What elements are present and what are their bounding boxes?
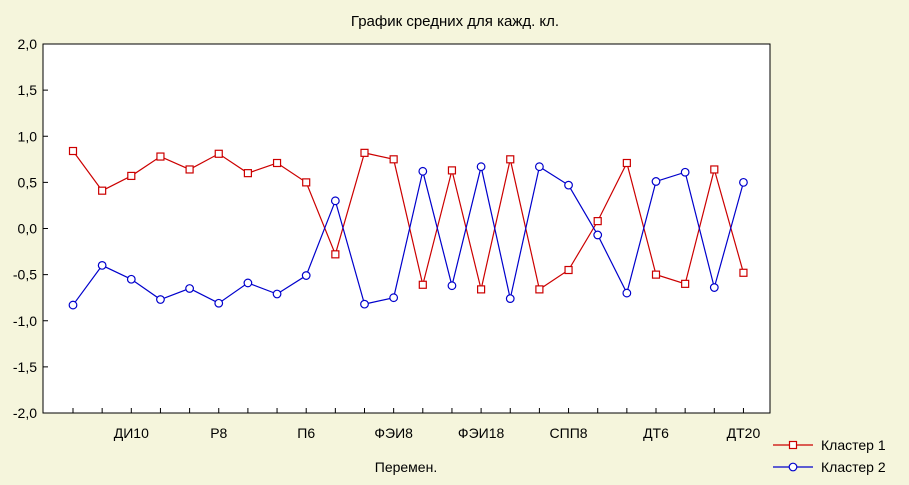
y-tick-label: 0,0: [18, 221, 38, 237]
x-axis: ДИ10 Р8 П6 ФЭИ8 ФЭИ18 СПП8 ДТ6 ДТ20: [72, 408, 761, 441]
legend-marker: [788, 462, 798, 472]
data-point: [360, 148, 369, 157]
data-point: [535, 285, 544, 294]
data-point: [593, 230, 603, 240]
data-point: [97, 261, 107, 270]
series-2: [68, 162, 748, 310]
legend-marker: [788, 440, 798, 450]
data-point: [68, 300, 78, 310]
data-point: [710, 165, 719, 174]
data-point: [418, 280, 427, 289]
data-point: [185, 165, 194, 174]
data-point: [476, 162, 486, 172]
chart-title: График средних для кажд. кл.: [351, 13, 559, 30]
y-tick-label: 2,0: [18, 36, 38, 52]
data-point: [272, 158, 282, 168]
data-point: [185, 284, 195, 293]
data-point: [681, 279, 690, 288]
data-point: [564, 265, 573, 275]
y-tick-label: 1,0: [18, 128, 38, 144]
y-tick-label: -0,5: [13, 267, 37, 283]
series-group: [68, 146, 748, 310]
data-point: [156, 295, 165, 304]
data-point: [564, 180, 573, 190]
data-point: [477, 285, 486, 294]
data-point: [447, 166, 457, 175]
x-tick-label: ДИ10: [114, 425, 149, 441]
x-tick-label: ФЭИ8: [374, 425, 413, 441]
data-point: [447, 281, 457, 291]
data-point: [622, 158, 631, 168]
data-point: [389, 155, 398, 164]
x-tick-label: Р8: [210, 425, 227, 441]
data-point: [302, 178, 311, 187]
series-line: [72, 165, 745, 306]
data-point: [243, 169, 252, 178]
data-point: [272, 289, 282, 299]
data-point: [127, 171, 136, 181]
x-tick-label: СПП8: [550, 425, 588, 441]
data-point: [214, 298, 224, 308]
x-tick-label: П6: [297, 425, 315, 441]
data-point: [330, 196, 340, 206]
x-axis-title: Перемен.: [375, 459, 437, 475]
data-point: [593, 217, 602, 226]
legend-item-2: Кластер 2: [773, 459, 886, 475]
data-point: [709, 283, 719, 292]
y-tick-label: -2,0: [13, 405, 37, 421]
data-point: [243, 278, 253, 288]
legend: Кластер 1 Кластер 2: [773, 437, 886, 475]
y-tick-label: 0,5: [18, 174, 38, 190]
data-point: [98, 186, 107, 195]
y-tick-label: -1,5: [13, 359, 37, 375]
data-point: [651, 270, 661, 279]
data-point: [680, 167, 690, 177]
data-point: [739, 268, 748, 277]
data-point: [622, 288, 632, 298]
plot-area: [42, 43, 771, 414]
data-point: [505, 294, 515, 304]
data-point: [389, 293, 399, 303]
data-point: [214, 149, 223, 158]
data-point: [535, 162, 544, 172]
x-tick-label: ФЭИ18: [458, 425, 505, 441]
data-point: [360, 299, 369, 309]
data-point: [651, 177, 661, 186]
data-point: [418, 166, 428, 176]
y-tick-label: -1,0: [13, 313, 37, 329]
data-point: [126, 274, 136, 284]
series-1: [68, 146, 748, 294]
legend-item-1: Кластер 1: [773, 437, 886, 453]
data-point: [506, 155, 515, 164]
data-point: [331, 250, 340, 259]
series-line: [72, 150, 745, 291]
y-axis: 2,0 1,5 1,0 0,5 0,0 -0,5 -1,0 -1,5 -2,0: [13, 36, 48, 421]
data-point: [156, 152, 165, 161]
data-point: [301, 271, 311, 280]
data-point: [739, 177, 748, 187]
data-point: [68, 146, 78, 156]
x-tick-label: ДТ6: [643, 425, 669, 441]
legend-label: Кластер 2: [821, 459, 886, 475]
x-tick-label: ДТ20: [727, 425, 761, 441]
legend-label: Кластер 1: [821, 437, 886, 453]
y-tick-label: 1,5: [18, 82, 38, 98]
